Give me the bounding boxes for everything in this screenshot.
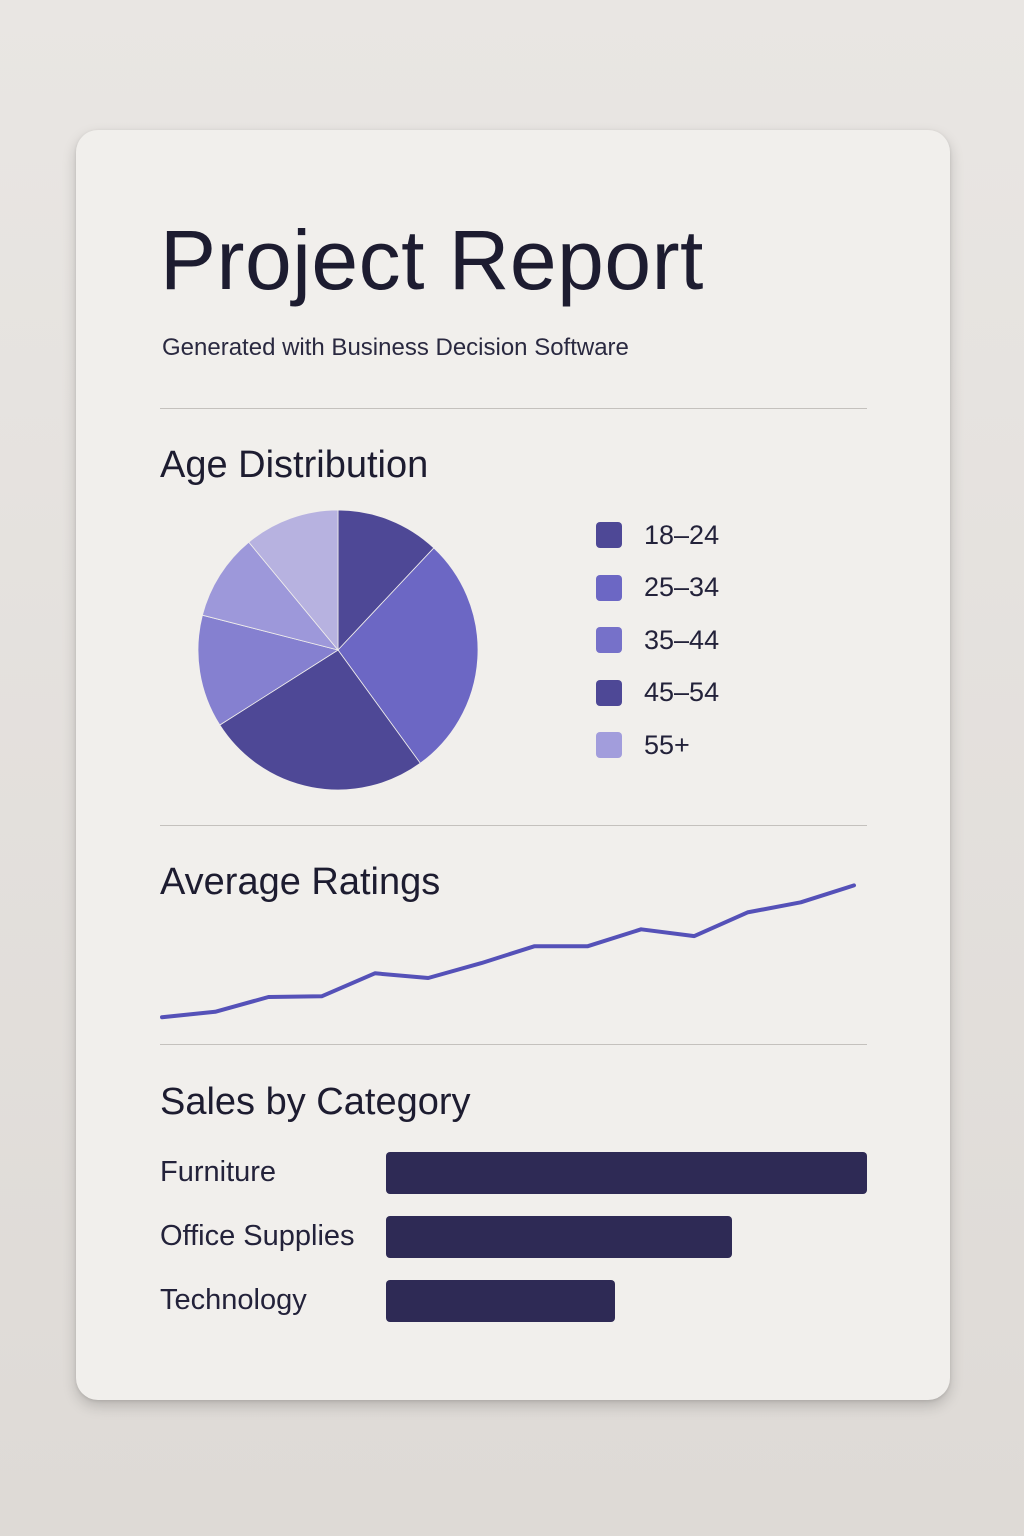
legend-item: 45–54	[596, 677, 796, 707]
age-distribution-legend: 18–24 25–34 35–44 45–54 55+	[596, 519, 796, 785]
legend-label: 18–24	[644, 519, 720, 550]
pie-slice-18-24	[337, 509, 435, 652]
average-ratings-title: Average Ratings	[160, 861, 441, 903]
bar-category-label: Furniture	[160, 1156, 277, 1188]
average-ratings-line-chart	[160, 883, 856, 1020]
legend-label: 55+	[644, 729, 690, 760]
report-title: Project Report	[160, 213, 704, 307]
sales-by-category-title: Sales by Category	[160, 1081, 471, 1123]
legend-item: 55+	[596, 729, 796, 760]
bar-category-label: Technology	[160, 1284, 307, 1316]
bar-row: Technology	[160, 1280, 870, 1322]
legend-swatch	[596, 732, 622, 758]
legend-item: 18–24	[596, 519, 796, 550]
age-section-divider	[160, 825, 867, 826]
legend-label: 25–34	[644, 572, 720, 602]
legend-swatch	[596, 679, 622, 706]
ratings-section-divider	[160, 1044, 867, 1045]
bar-row: Office Supplies	[160, 1216, 870, 1258]
legend-swatch	[596, 627, 622, 653]
legend-item: 35–44	[596, 624, 796, 655]
pie-slice-unlabeled-5	[248, 509, 339, 652]
pie-slice-35-44	[197, 614, 339, 726]
age-distribution-title: Age Distribution	[160, 444, 429, 486]
legend-label: 45–54	[644, 677, 720, 707]
pie-slice-25-34	[337, 547, 479, 764]
bar-technology	[386, 1280, 615, 1322]
legend-swatch	[596, 522, 622, 548]
pie-slice-55+	[201, 541, 340, 651]
legend-label: 35–44	[644, 624, 720, 655]
bar-category-label: Office Supplies	[160, 1220, 355, 1252]
age-distribution-pie-chart	[197, 509, 479, 791]
report-subtitle: Generated with Business Decision Softwar…	[162, 334, 629, 361]
average-ratings-series-line	[160, 883, 856, 1020]
report-card: Project Report Generated with Business D…	[76, 130, 950, 1400]
legend-item: 25–34	[596, 572, 796, 602]
pie-slice-45-54	[219, 649, 421, 791]
header-divider	[160, 408, 867, 409]
bar-office-supplies	[386, 1216, 733, 1258]
bar-furniture	[386, 1152, 867, 1194]
bar-row: Furniture	[160, 1152, 870, 1194]
legend-swatch	[596, 574, 622, 601]
